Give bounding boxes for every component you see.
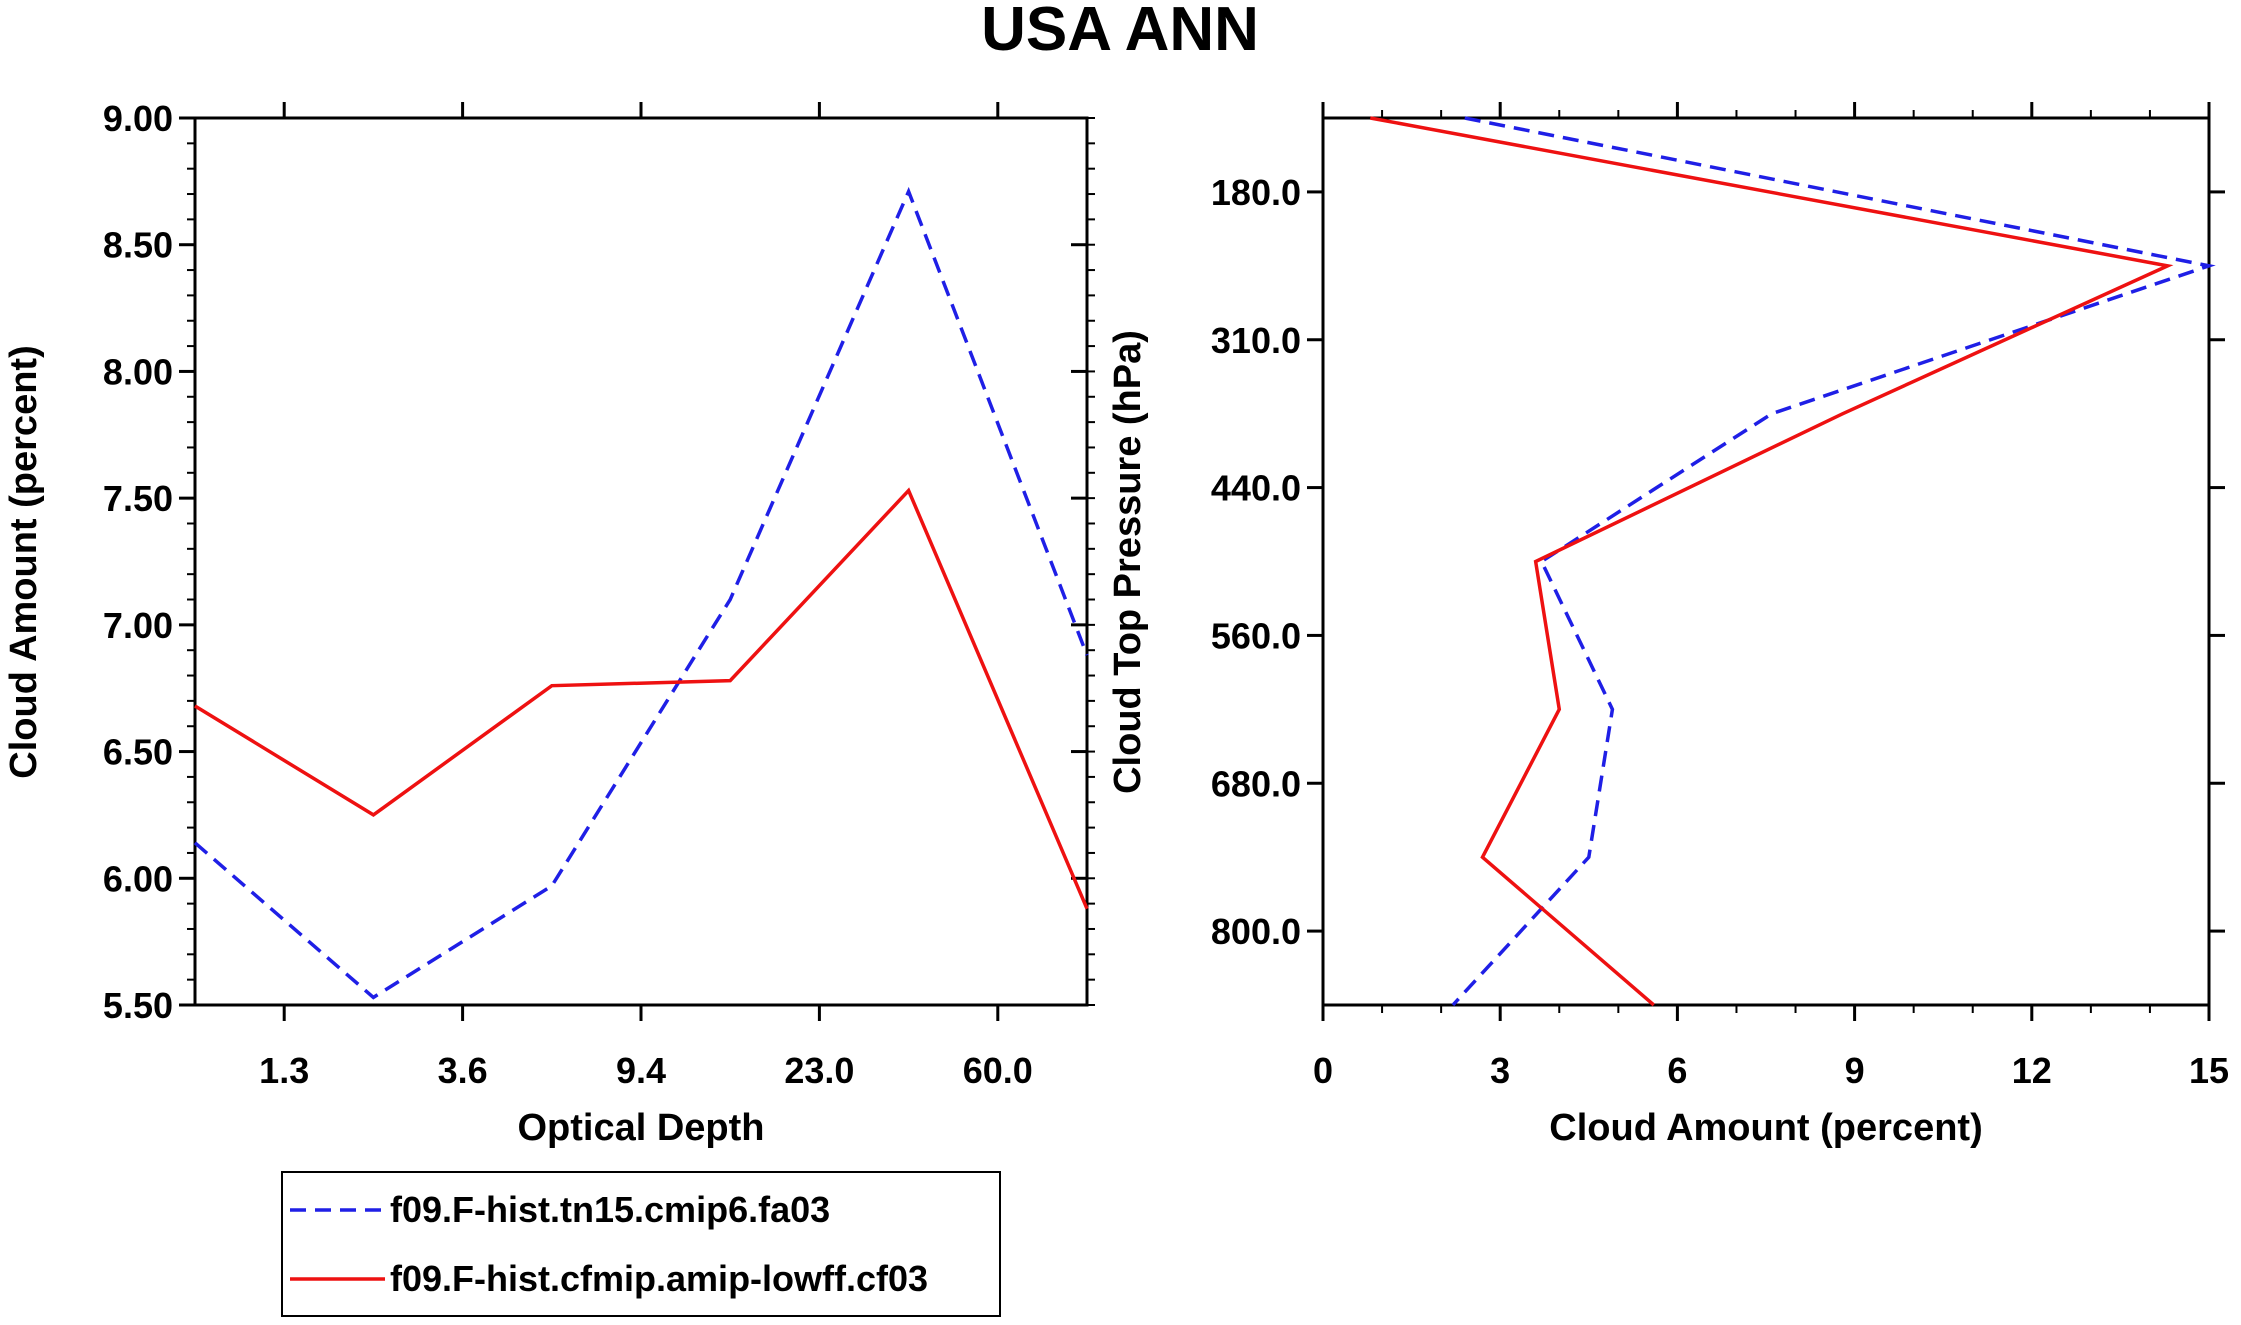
left-y-tick-label: 6.00: [103, 858, 173, 899]
right-y-tick-label: 560.0: [1211, 615, 1301, 656]
left-y-axis-title: Cloud Amount (percent): [3, 345, 45, 778]
right-x-tick-label: 9: [1845, 1050, 1865, 1091]
left-series: [193, 186, 1089, 1000]
right-minor-ticks: [1322, 110, 2210, 1013]
right-x-tick-label: 0: [1313, 1050, 1333, 1091]
left-y-tick-label: 8.50: [103, 225, 173, 266]
left-series-line-blue: [193, 186, 1089, 1000]
right-series-line-red: [1369, 116, 2174, 1007]
left-x-tick-label: 23.0: [784, 1050, 854, 1091]
right-y-tick-label: 440.0: [1211, 468, 1301, 509]
left-panel: 5.50 6.00 6.50 7.00 7.50 8.00 8.50 9.00 1.3 3.6 9.…: [3, 98, 1095, 1149]
left-x-tick-label: 60.0: [963, 1050, 1033, 1091]
legend: f09.F-hist.tn15.cmip6.fa03 f09.F-hist.cf…: [281, 1171, 1001, 1317]
right-x-tick-label: 15: [2189, 1050, 2229, 1091]
left-y-tick-label: 7.50: [103, 478, 173, 519]
right-y-axis-title: Cloud Top Pressure (hPa): [1107, 330, 1149, 794]
legend-label-blue: f09.F-hist.tn15.cmip6.fa03: [390, 1189, 830, 1230]
left-y-tick-label: 9.00: [103, 98, 173, 139]
right-plot-frame: [1321, 116, 2211, 1007]
right-x-tick-label: 12: [2012, 1050, 2052, 1091]
right-ticks: 0 3 6 9 12 15 180.0 310.0 440.0 560.0 680.0 800.0: [1211, 102, 2229, 1091]
left-x-tick-label: 1.3: [259, 1050, 309, 1091]
left-minor-ticks: [187, 117, 1095, 1006]
left-ticks: 5.50 6.00 6.50 7.00 7.50 8.00 8.50 9.00 1.3 3.6 9.…: [103, 98, 1087, 1091]
legend-box: [281, 1171, 1001, 1317]
right-y-tick-label: 310.0: [1211, 320, 1301, 361]
left-y-tick-label: 7.00: [103, 605, 173, 646]
right-x-tick-label: 3: [1490, 1050, 1510, 1091]
right-series-line-blue: [1451, 116, 2216, 1007]
right-y-tick-label: 800.0: [1211, 911, 1301, 952]
right-x-axis-title: Cloud Amount (percent): [1549, 1107, 1982, 1149]
left-y-tick-label: 8.00: [103, 351, 173, 392]
legend-label-red: f09.F-hist.cfmip.amip-lowff.cf03: [390, 1258, 928, 1299]
left-y-tick-label: 5.50: [103, 985, 173, 1026]
left-y-tick-label: 6.50: [103, 732, 173, 773]
figure-title: USA ANN: [981, 0, 1259, 64]
right-y-tick-label: 680.0: [1211, 763, 1301, 804]
left-x-tick-label: 3.6: [438, 1050, 488, 1091]
right-panel: 0 3 6 9 12 15 180.0 310.0 440.0 560.0 680.0 800.0 C…: [1107, 102, 2229, 1149]
left-x-tick-label: 9.4: [616, 1050, 666, 1091]
left-x-axis-title: Optical Depth: [517, 1107, 764, 1149]
left-plot-frame: [193, 116, 1089, 1007]
right-y-tick-label: 180.0: [1211, 172, 1301, 213]
right-x-tick-label: 6: [1667, 1050, 1687, 1091]
right-series: [1369, 116, 2216, 1007]
left-series-line-red: [194, 487, 1089, 910]
